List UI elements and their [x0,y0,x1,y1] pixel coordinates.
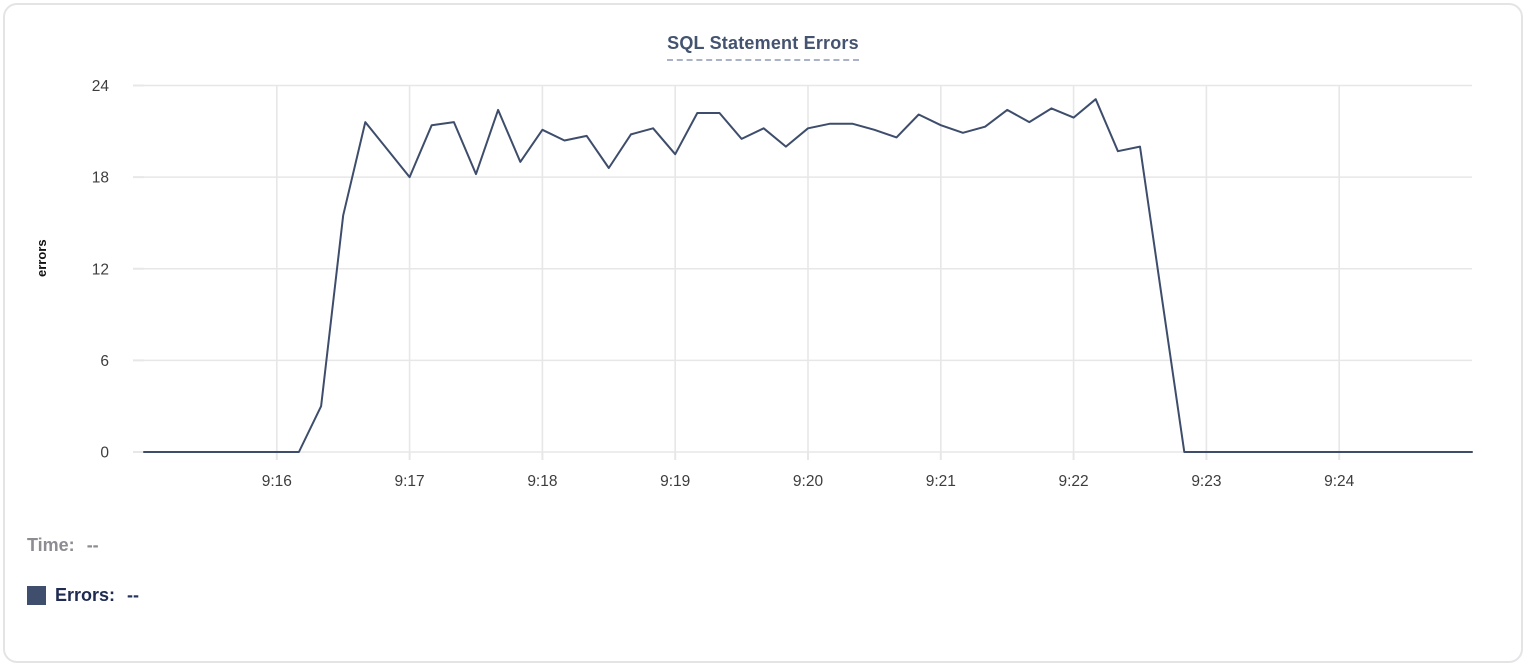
x-tick-label: 9:19 [660,473,690,490]
tooltip-time-row: Time: -- [27,535,99,556]
x-tick-label: 9:17 [395,473,425,490]
axis-labels: 0 6 12 18 24 9:16 9:17 9:18 9:19 9:20 9:21 9:22 9:23… [92,78,1355,490]
chart-header: SQL Statement Errors [5,33,1521,61]
x-tick-label: 9:21 [926,473,956,490]
x-tick-label: 9:16 [262,473,292,490]
x-tick-label: 9:22 [1059,473,1089,490]
line-chart[interactable]: 0 6 12 18 24 9:16 9:17 9:18 9:19 9:20 9:21 9:22 9:23… [5,5,1525,505]
x-tick-label: 9:18 [527,473,557,490]
axis-ticks [133,84,1341,460]
tooltip-errors-value: -- [127,585,140,605]
x-tick-label: 9:24 [1324,473,1355,490]
errors-series-swatch [27,586,46,605]
tooltip-errors-row: Errors: -- [27,585,139,606]
x-tick-label: 9:23 [1191,473,1221,490]
chart-card: SQL Statement Errors errors 0 6 12 18 24 9:16… [3,3,1523,663]
y-tick-label: 12 [92,261,109,278]
y-tick-label: 6 [100,353,109,370]
tooltip-time-value: -- [86,535,99,555]
tooltip-time-label: Time: [27,535,75,555]
tooltip-errors-label: Errors: [55,585,116,605]
y-tick-label: 18 [92,170,109,187]
x-tick-label: 9:20 [793,473,824,490]
chart-title[interactable]: SQL Statement Errors [667,33,859,61]
grid-lines [144,84,1472,453]
y-tick-label: 0 [100,445,109,462]
errors-series-line [143,98,1473,453]
y-tick-label: 24 [92,78,110,95]
